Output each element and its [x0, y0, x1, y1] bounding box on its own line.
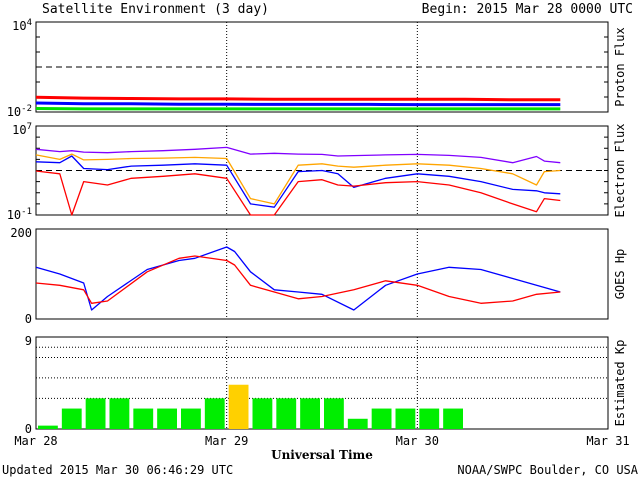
goes-hp-ylabel: GOES Hp — [613, 249, 627, 300]
begin-time: Begin: 2015 Mar 28 0000 UTC — [422, 2, 633, 17]
kp-bar — [181, 408, 201, 429]
kp-bar — [228, 384, 249, 429]
electron-ytick-base: 10 — [7, 208, 21, 222]
kp-bar — [443, 408, 463, 429]
kp-bar — [371, 408, 392, 429]
electron-ytick-base: 10 — [12, 123, 26, 137]
kp-bar — [347, 418, 368, 429]
kp-bar — [300, 398, 320, 429]
x-tick-label: Mar 28 — [14, 434, 57, 448]
kp-bar — [38, 425, 58, 429]
x-axis: Mar 28 Mar 29 Mar 30 Mar 31 Universal Time — [14, 434, 629, 462]
proton-ylabel: Proton Flux — [613, 27, 627, 106]
goes-hp-ytick-label: 0 — [25, 312, 32, 326]
kp-bar — [157, 408, 177, 429]
goes-hp-frame — [35, 228, 609, 320]
kp-bar — [276, 398, 297, 429]
proton-series-blue — [35, 101, 561, 107]
updated-timestamp: Updated 2015 Mar 30 06:46:29 UTC — [2, 463, 233, 477]
kp-ytick-label: 0 — [25, 422, 32, 436]
kp-bar — [133, 408, 154, 429]
goes-hp-series-red — [35, 255, 561, 304]
panel-kp: 0 9 Estimated Kp — [25, 334, 627, 436]
kp-bar — [109, 398, 130, 429]
kp-bar — [252, 398, 273, 429]
proton-ytick-label: 10-2 — [7, 104, 32, 119]
kp-frame — [35, 336, 609, 430]
electron-ytick-exp: -1 — [21, 207, 32, 217]
kp-bar — [324, 398, 344, 429]
chart-title: Satellite Environment (3 day) — [42, 2, 269, 17]
electron-series-red — [35, 170, 561, 216]
goes-hp-ytick-label: 200 — [10, 226, 32, 240]
kp-bar — [61, 408, 82, 429]
kp-bar — [204, 398, 225, 429]
electron-ytick-exp: 7 — [27, 122, 32, 132]
x-axis-label: Universal Time — [271, 448, 373, 462]
electron-ytick-label: 10-1 — [7, 207, 32, 222]
kp-bar — [395, 408, 416, 429]
electron-series-orange — [35, 153, 561, 205]
proton-ytick-base: 10 — [12, 19, 26, 33]
credit-text: NOAA/SWPC Boulder, CO USA — [457, 463, 638, 477]
panel-goes-hp: 0 200 GOES Hp — [10, 226, 627, 326]
x-tick-label: Mar 31 — [586, 434, 629, 448]
proton-ytick-base: 10 — [7, 105, 21, 119]
kp-ylabel: Estimated Kp — [613, 340, 627, 427]
electron-series-purple — [35, 146, 561, 164]
proton-ytick-exp: 4 — [27, 18, 32, 28]
proton-ytick-label: 104 — [12, 18, 32, 33]
electron-series-blue — [35, 155, 561, 208]
kp-bar — [85, 398, 106, 429]
proton-ytick-exp: -2 — [21, 104, 32, 114]
electron-ylabel: Electron Flux — [613, 124, 627, 218]
electron-ytick-label: 107 — [12, 122, 32, 137]
kp-bar — [419, 408, 440, 429]
x-tick-label: Mar 29 — [205, 434, 248, 448]
proton-series-red — [35, 95, 561, 102]
goes-hp-series-blue — [35, 246, 561, 311]
kp-ytick-label: 9 — [25, 334, 32, 348]
x-tick-label: Mar 30 — [396, 434, 439, 448]
